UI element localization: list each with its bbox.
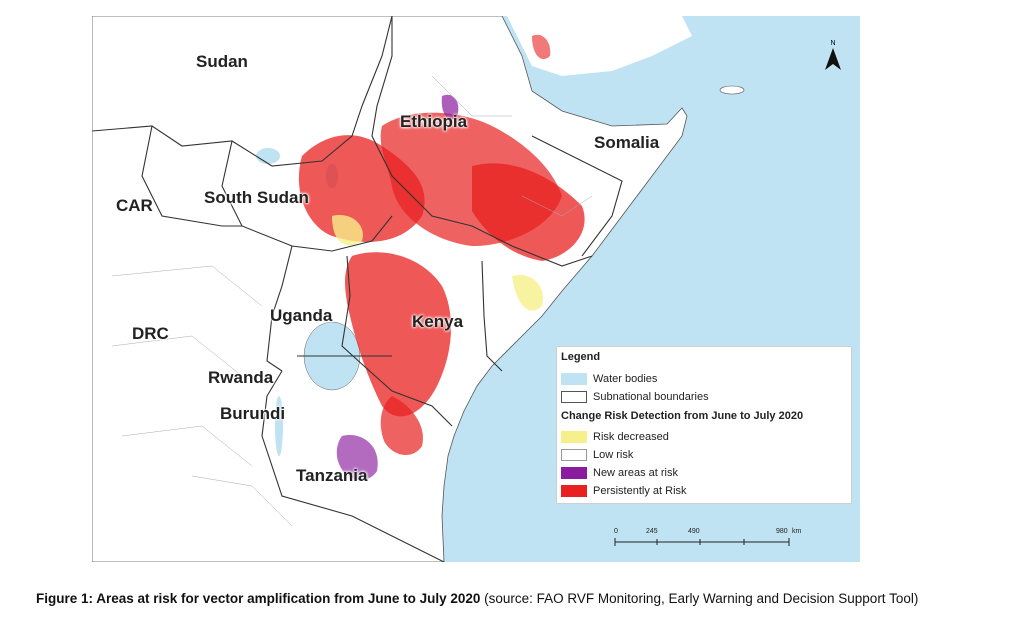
caption-bold: Figure 1: Areas at risk for vector ampli…: [36, 591, 481, 606]
label-car: CAR: [116, 196, 153, 215]
scale-tick-0: 0: [614, 528, 618, 535]
label-uganda: Uganda: [270, 306, 333, 325]
legend-label-decreased: Risk decreased: [593, 430, 669, 443]
socotra-island: [719, 85, 745, 95]
scale-line: [614, 538, 790, 546]
label-tanzania: Tanzania: [296, 466, 368, 485]
risk-areas: [298, 34, 585, 481]
label-rwanda: Rwanda: [208, 368, 274, 387]
scale-tick-980: 980: [776, 528, 788, 535]
figure-caption: Figure 1: Areas at risk for vector ampli…: [36, 591, 1016, 606]
decreased-swatch: [561, 430, 587, 443]
legend-title: Legend: [561, 351, 601, 363]
legend-row-new: New areas at risk: [561, 465, 678, 480]
country-borders: [92, 16, 623, 562]
label-kenya: Kenya: [412, 312, 464, 331]
label-sudan: Sudan: [196, 52, 248, 71]
water-swatch: [561, 372, 587, 385]
scale-bar: 0 245 490 980 km: [606, 528, 836, 556]
map-legend: Legend Water bodies Subnational boundari…: [556, 346, 852, 504]
low-risk-swatch: [561, 448, 587, 461]
north-arrow-icon: [825, 48, 841, 70]
map-panel: Sudan Ethiopia Somalia South Sudan CAR U…: [92, 16, 860, 562]
legend-row-low: Low risk: [561, 447, 633, 462]
lake-water: [256, 148, 280, 164]
label-south-sudan: South Sudan: [204, 188, 309, 207]
label-ethiopia: Ethiopia: [400, 112, 468, 131]
label-somalia: Somalia: [594, 133, 660, 152]
subnational-swatch: [561, 390, 587, 403]
caption-source: (source: FAO RVF Monitoring, Early Warni…: [480, 591, 919, 606]
persistent-swatch: [561, 484, 587, 497]
new-risk-swatch: [561, 466, 587, 479]
legend-label-low: Low risk: [593, 448, 634, 461]
north-label: N: [830, 40, 836, 47]
legend-label-persistent: Persistently at Risk: [593, 484, 687, 497]
legend-label-new: New areas at risk: [593, 466, 678, 479]
scale-tick-490: 490: [688, 528, 700, 535]
legend-row-decreased: Risk decreased: [561, 429, 669, 444]
subnational-boundaries: [111, 75, 593, 527]
north-arrow: N: [824, 40, 842, 76]
legend-label-subnational: Subnational boundaries: [593, 390, 709, 403]
scale-unit: km: [792, 528, 802, 535]
legend-row-persistent: Persistently at Risk: [561, 483, 687, 498]
legend-row-subnational: Subnational boundaries: [561, 389, 709, 404]
scale-tick-245: 245: [646, 528, 658, 535]
label-drc: DRC: [132, 324, 169, 343]
label-burundi: Burundi: [220, 404, 286, 423]
legend-label-water: Water bodies: [593, 372, 658, 385]
arabian-peninsula-land: [507, 16, 692, 76]
map-canvas: [92, 16, 860, 562]
legend-subtitle: Change Risk Detection from June to July …: [561, 410, 804, 422]
lake-tanganyika: [275, 396, 283, 456]
legend-row-water: Water bodies: [561, 371, 657, 386]
